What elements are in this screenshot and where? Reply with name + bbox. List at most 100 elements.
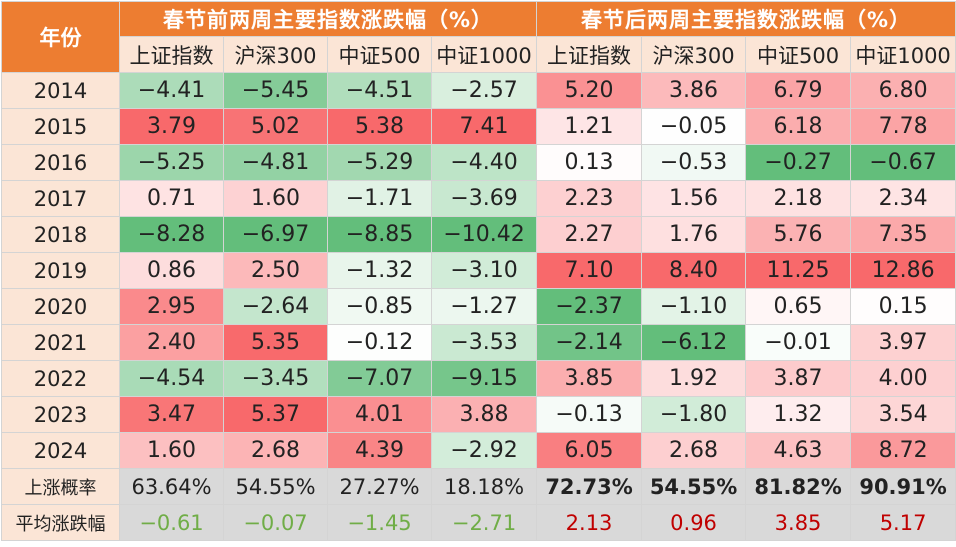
value-cell: −7.07 (327, 360, 432, 397)
value-cell: 7.78 (850, 108, 956, 145)
value-cell: −6.97 (223, 216, 328, 253)
value-cell: 1.32 (745, 396, 852, 433)
table-row: 2019 0.86 2.50 −1.32 −3.10 7.10 8.40 11.25 12.86 (1, 252, 956, 289)
value-cell: 5.20 (536, 72, 643, 109)
value-cell: 6.05 (536, 432, 643, 469)
value-cell: 2.40 (119, 324, 224, 361)
value-cell: 7.41 (430, 108, 538, 145)
value-cell: 3.87 (745, 360, 852, 397)
value-cell: 1.60 (119, 432, 224, 469)
value-cell: 7.10 (536, 252, 643, 289)
value-cell: 3.85 (536, 360, 643, 397)
value-cell: 3.47 (119, 396, 224, 433)
value-cell: 0.65 (745, 288, 852, 325)
value-cell: 2.18 (745, 180, 852, 217)
value-cell: −2.57 (430, 72, 538, 109)
value-cell: −5.29 (327, 144, 432, 181)
value-cell: −2.64 (223, 288, 328, 325)
post-festival-header: 春节后两周主要指数涨跌幅（%） (536, 1, 956, 37)
average-change-cell: 0.96 (641, 504, 747, 541)
column-header-row: 上证指数 沪深300 中证500 中证1000 上证指数 沪深300 中证500 中证1000 (2, 36, 956, 73)
value-cell: −3.53 (430, 324, 538, 361)
column-header: 中证500 (327, 36, 432, 73)
year-label: 2015 (1, 108, 120, 145)
up-probability-cell: 63.64% (119, 468, 224, 505)
value-cell: −0.53 (641, 144, 747, 181)
average-change-label: 平均涨跌幅 (1, 504, 120, 541)
average-change-cell: 5.17 (850, 504, 956, 541)
value-cell: 2.50 (223, 252, 328, 289)
pre-festival-header: 春节前两周主要指数涨跌幅（%） (118, 1, 538, 37)
column-header: 沪深300 (223, 36, 328, 73)
value-cell: −3.69 (430, 180, 538, 217)
value-cell: −4.54 (119, 360, 224, 397)
value-cell: −5.45 (223, 72, 328, 109)
year-header: 年份 (1, 1, 120, 73)
year-label: 2018 (1, 216, 120, 253)
average-change-cell: −1.45 (327, 504, 432, 541)
column-header: 上证指数 (536, 36, 643, 73)
value-cell: 3.97 (850, 324, 956, 361)
value-cell: −0.01 (745, 324, 852, 361)
value-cell: 0.71 (119, 180, 224, 217)
value-cell: 8.72 (850, 432, 956, 469)
value-cell: 0.15 (850, 288, 956, 325)
value-cell: 2.23 (536, 180, 643, 217)
table-row: 2017 0.71 1.60 −1.71 −3.69 2.23 1.56 2.18 2.34 (1, 180, 956, 217)
column-header: 中证1000 (430, 36, 538, 73)
value-cell: 5.02 (223, 108, 328, 145)
up-probability-cell: 27.27% (327, 468, 432, 505)
value-cell: 6.18 (745, 108, 852, 145)
up-probability-cell: 90.91% (850, 468, 956, 505)
value-cell: 2.34 (850, 180, 956, 217)
value-cell: 1.60 (223, 180, 328, 217)
value-cell: 7.35 (850, 216, 956, 253)
up-probability-label: 上涨概率 (1, 468, 120, 505)
value-cell: 2.68 (223, 432, 328, 469)
up-probability-cell: 81.82% (745, 468, 852, 505)
value-cell: −1.10 (641, 288, 747, 325)
table-row: 2016 −5.25 −4.81 −5.29 −4.40 0.13 −0.53 −0.27 −0… (1, 144, 956, 181)
year-label: 2019 (1, 252, 120, 289)
value-cell: 1.21 (536, 108, 643, 145)
value-cell: −1.32 (327, 252, 432, 289)
average-change-cell: 2.13 (536, 504, 643, 541)
table-row: 2018 −8.28 −6.97 −8.85 −10.42 2.27 1.76 5.76 7.3… (1, 216, 956, 253)
average-change-cell: 3.85 (745, 504, 852, 541)
up-probability-cell: 18.18% (430, 468, 538, 505)
value-cell: −3.10 (430, 252, 538, 289)
value-cell: 3.88 (430, 396, 538, 433)
value-cell: 2.95 (119, 288, 224, 325)
value-cell: −4.40 (430, 144, 538, 181)
value-cell: −2.37 (536, 288, 643, 325)
table-row: 2020 2.95 −2.64 −0.85 −1.27 −2.37 −1.10 0.65 0.1… (1, 288, 956, 325)
value-cell: 3.79 (119, 108, 224, 145)
value-cell: 1.92 (641, 360, 747, 397)
value-cell: 4.39 (327, 432, 432, 469)
table-row: 2021 2.40 5.35 −0.12 −3.53 −2.14 −6.12 −0.01 3.9… (1, 324, 956, 361)
average-change-cell: −0.61 (119, 504, 224, 541)
value-cell: 4.63 (745, 432, 852, 469)
up-probability-cell: 54.55% (641, 468, 747, 505)
value-cell: 3.86 (641, 72, 747, 109)
value-cell: −4.51 (327, 72, 432, 109)
column-header: 上证指数 (119, 36, 224, 73)
value-cell: 11.25 (745, 252, 852, 289)
value-cell: −8.28 (119, 216, 224, 253)
value-cell: 8.40 (641, 252, 747, 289)
year-label: 2021 (1, 324, 120, 361)
value-cell: 1.76 (641, 216, 747, 253)
year-label: 2014 (1, 72, 120, 109)
column-header: 中证1000 (850, 36, 956, 73)
average-change-cell: −0.07 (223, 504, 328, 541)
value-cell: −2.14 (536, 324, 643, 361)
table-body: 2014 −4.41 −5.45 −4.51 −2.57 5.20 3.86 6.79 6.80… (1, 72, 956, 541)
value-cell: −1.27 (430, 288, 538, 325)
year-label: 2016 (1, 144, 120, 181)
value-cell: 0.86 (119, 252, 224, 289)
value-cell: 5.38 (327, 108, 432, 145)
average-change-row: 平均涨跌幅 −0.61 −0.07 −1.45 −2.71 2.13 0.96 3.85 5.1… (1, 504, 956, 541)
table-row: 2024 1.60 2.68 4.39 −2.92 6.05 2.68 4.63 8.72 (1, 432, 956, 469)
year-label: 2024 (1, 432, 120, 469)
